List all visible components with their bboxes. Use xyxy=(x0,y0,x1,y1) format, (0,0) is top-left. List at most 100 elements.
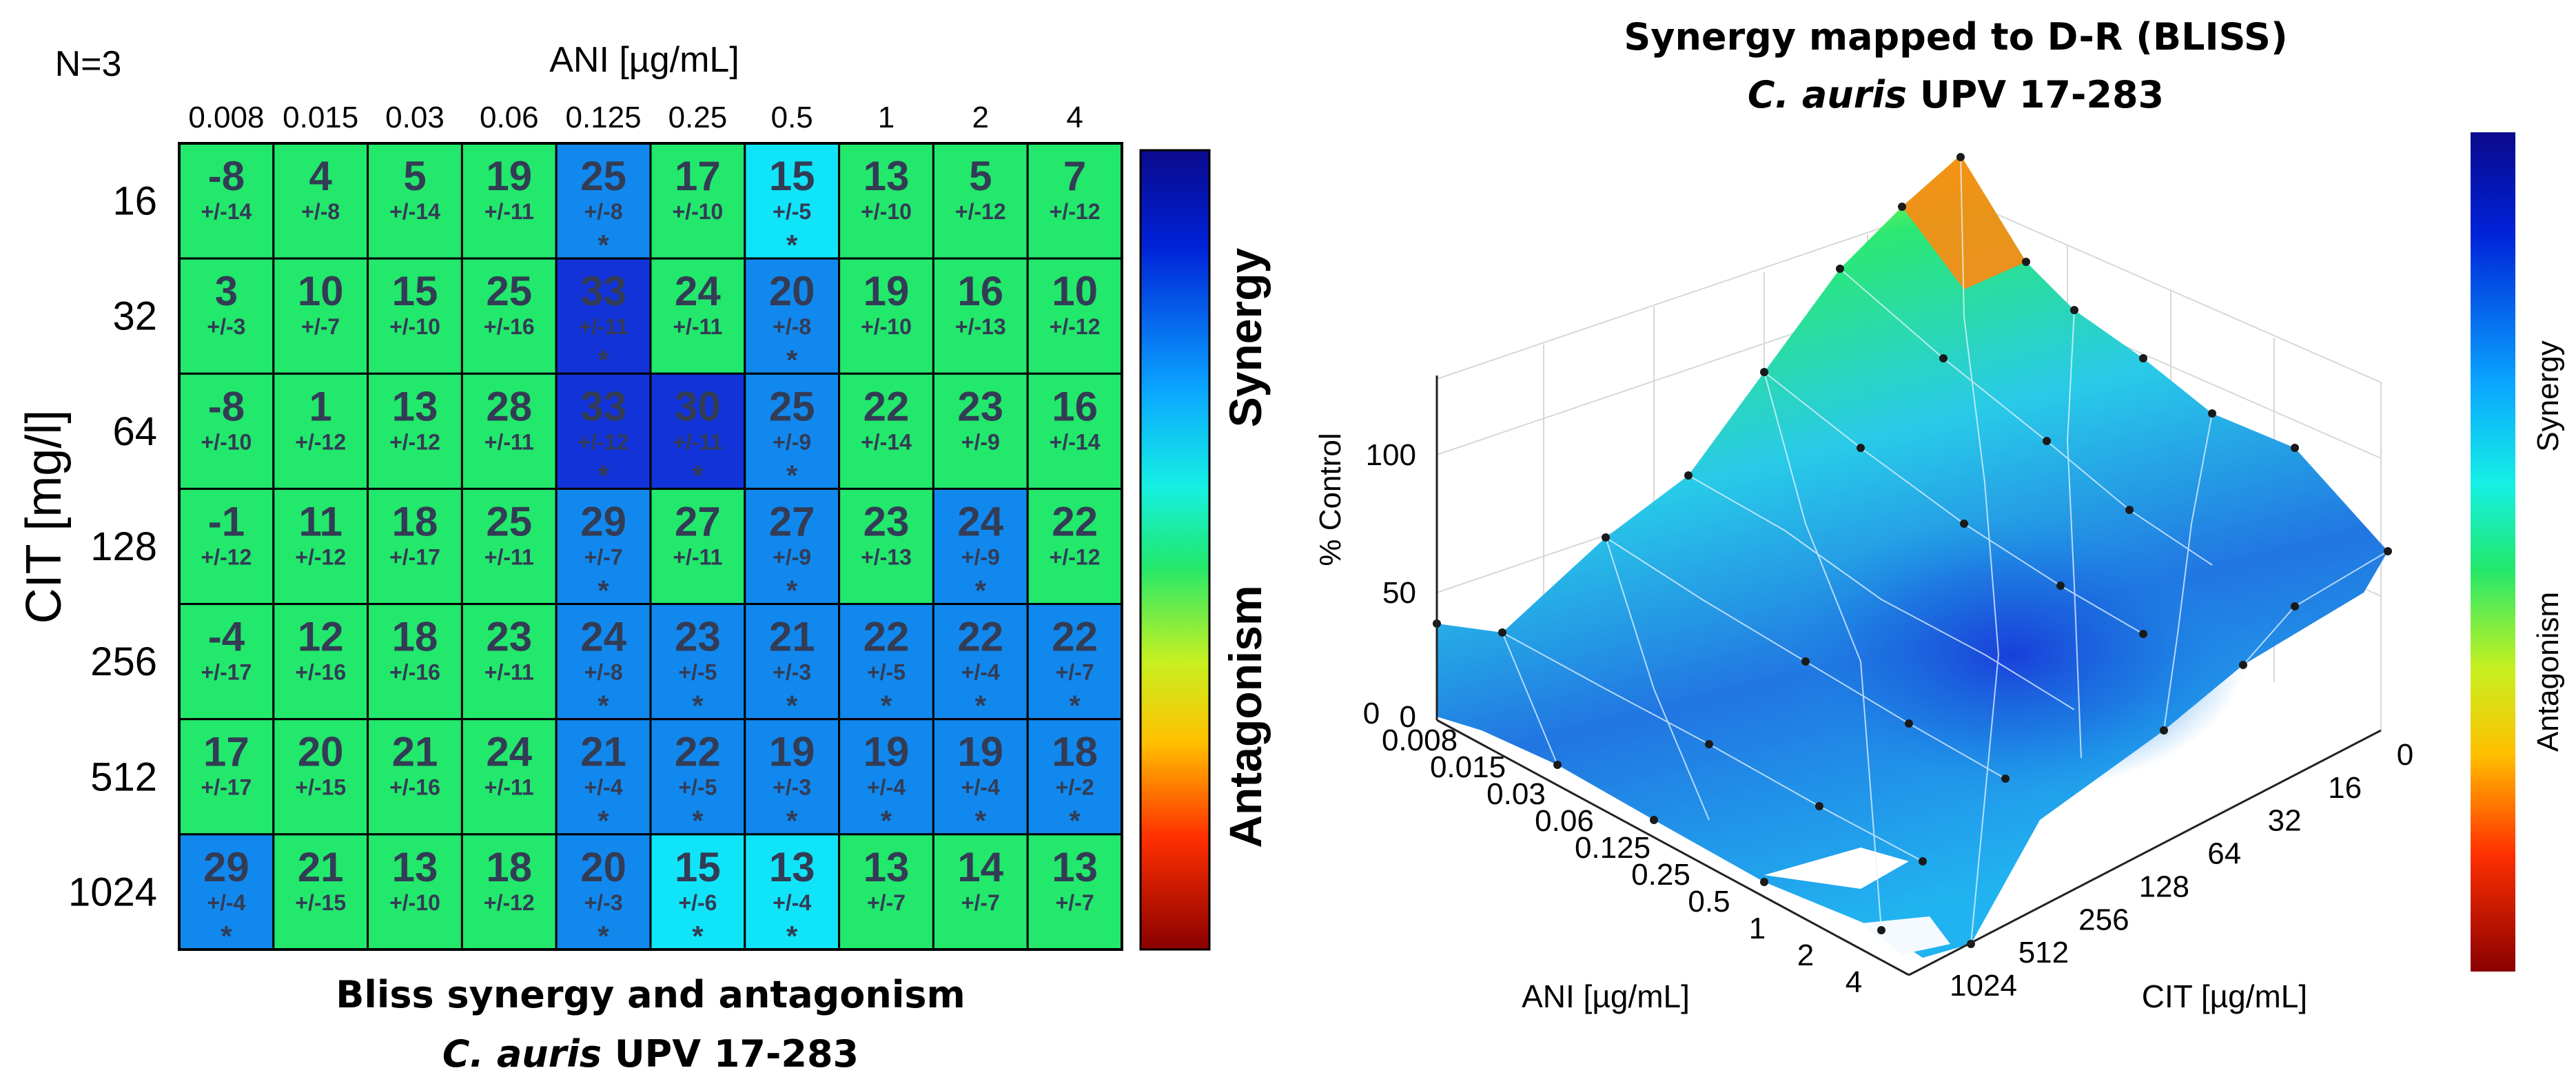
heatmap-cell xyxy=(460,718,558,836)
heatmap-cell xyxy=(367,603,463,721)
surface-colorbar-label-antagonism: Antagonism xyxy=(2531,592,2565,752)
heatmap-cell-error: +/-7 xyxy=(584,544,623,569)
heatmap-significance-mark: * xyxy=(597,229,609,261)
heatmap-cell-value: 4 xyxy=(309,153,333,199)
heatmap-cell xyxy=(272,603,369,721)
heatmap-significance-mark: * xyxy=(597,574,609,606)
heatmap-significance-mark: * xyxy=(1069,690,1081,722)
heatmap-cell-error: +/-14 xyxy=(861,429,912,454)
surface-ani-tick: 0.06 xyxy=(1535,804,1594,838)
heatmap-cell-error: +/-2 xyxy=(1056,775,1094,800)
surface-mesh xyxy=(1433,153,2392,958)
heatmap-cell-value: 19 xyxy=(486,153,532,199)
heatmap-cell-value: 17 xyxy=(203,729,249,775)
heatmap-cell-value: 18 xyxy=(486,844,532,890)
surface-cit-tick: 256 xyxy=(2078,903,2129,936)
heatmap-y-tick: 1024 xyxy=(68,870,157,914)
heatmap-cell-error: +/-5 xyxy=(678,660,717,685)
heatmap-cell-error: +/-12 xyxy=(295,429,346,454)
heatmap-cell-value: 12 xyxy=(298,614,344,660)
heatmap-colorbar-label-synergy: Synergy xyxy=(1220,247,1271,427)
heatmap-cell-error: +/-7 xyxy=(1056,890,1094,915)
heatmap-cell-value: -8 xyxy=(208,153,245,199)
heatmap-cell-value: 33 xyxy=(580,383,626,429)
surface-ani-tick: 0.125 xyxy=(1575,831,1650,865)
heatmap-cell-error: +/-12 xyxy=(1050,314,1101,339)
heatmap-cell-error: +/-12 xyxy=(484,890,535,915)
heatmap-cell-error: +/-12 xyxy=(955,199,1006,224)
heatmap-cell-value: 23 xyxy=(957,383,1003,429)
heatmap-cell-value: 24 xyxy=(957,498,1003,544)
heatmap-cell-error: +/-8 xyxy=(584,199,623,224)
heatmap-cell xyxy=(838,833,934,951)
heatmap-significance-mark: * xyxy=(975,690,987,722)
surface-cit-tick: 0 xyxy=(2397,738,2413,772)
heatmap-cell-value: 33 xyxy=(580,268,626,314)
heatmap-cell-value: 22 xyxy=(1052,498,1098,544)
heatmap-cell xyxy=(744,603,841,721)
heatmap-x-tick: 1 xyxy=(878,101,895,134)
heatmap-cell xyxy=(1026,257,1123,375)
heatmap-cell-error: +/-5 xyxy=(678,775,717,800)
heatmap-cell-error: +/-12 xyxy=(1050,544,1101,569)
heatmap-cell xyxy=(744,833,841,951)
heatmap-x-axis-title: ANI [µg/mL] xyxy=(549,40,739,80)
surface-z-ticks: 100 50 0 xyxy=(1366,438,1416,734)
heatmap-cell-error: +/-10 xyxy=(861,314,912,339)
surface-cit-label: CIT [µg/mL] xyxy=(2142,978,2307,1014)
heatmap-significance-mark: * xyxy=(786,344,798,376)
heatmap-caption-line1: Bliss synergy and antagonism xyxy=(336,973,965,1016)
heatmap-cell-error: +/-11 xyxy=(673,544,722,569)
heatmap-cells: -8+/-144+/-85+/-1419+/-1125+/-8*17+/-101… xyxy=(178,142,1123,952)
heatmap-cell-value: 24 xyxy=(580,614,626,660)
heatmap-cell-error: +/-4 xyxy=(584,775,623,800)
heatmap-cell-error: +/-8 xyxy=(584,660,623,685)
heatmap-cell xyxy=(744,372,841,490)
surface-cit-tick: 128 xyxy=(2139,870,2189,903)
heatmap-cell xyxy=(932,257,1029,375)
heatmap-x-tick: 0.015 xyxy=(283,101,358,134)
heatmap-x-tick: 4 xyxy=(1066,101,1083,134)
heatmap-cell-value: 15 xyxy=(769,153,815,199)
heatmap-significance-mark: * xyxy=(692,805,704,837)
heatmap-cell xyxy=(272,372,369,490)
heatmap-y-tick: 64 xyxy=(112,409,157,454)
heatmap-x-tick: 0.03 xyxy=(385,101,444,134)
heatmap-cell-value: 21 xyxy=(769,614,815,660)
heatmap-cell-error: +/-16 xyxy=(389,660,440,685)
heatmap-cell xyxy=(367,718,463,836)
heatmap-cell xyxy=(1026,833,1123,951)
heatmap-cell-value: 22 xyxy=(863,383,910,429)
surface-colorbar-label-synergy: Synergy xyxy=(2531,340,2565,451)
heatmap-significance-mark: * xyxy=(692,690,704,722)
heatmap-cell xyxy=(460,257,558,375)
surface-ani-tick: 0.03 xyxy=(1486,777,1546,811)
heatmap-cell xyxy=(649,142,746,260)
heatmap-cell-value: 20 xyxy=(298,729,344,775)
heatmap-cell-value: 15 xyxy=(675,844,721,890)
heatmap-cell-value: 15 xyxy=(392,268,438,314)
heatmap-cell-value: 19 xyxy=(957,729,1003,775)
heatmap-cell-value: 16 xyxy=(1052,383,1098,429)
heatmap-cell-value: 21 xyxy=(298,844,344,890)
heatmap-significance-mark: * xyxy=(881,690,892,722)
surface-cit-tick: 16 xyxy=(2328,771,2362,805)
heatmap-cell-value: 20 xyxy=(769,268,815,314)
heatmap-cell-error: +/-4 xyxy=(961,660,1000,685)
heatmap-cell-error: +/-3 xyxy=(773,775,811,800)
heatmap-cell-error: +/-4 xyxy=(207,890,245,915)
heatmap-cell-error: +/-14 xyxy=(389,199,440,224)
heatmap-cell-error: +/-8 xyxy=(773,314,811,339)
heatmap-cell-value: 16 xyxy=(957,268,1003,314)
heatmap-cell-value: -4 xyxy=(208,614,245,660)
heatmap-cell-value: 19 xyxy=(769,729,815,775)
heatmap-significance-mark: * xyxy=(881,805,892,837)
heatmap-y-tick: 32 xyxy=(112,294,157,339)
heatmap-cell-error: +/-15 xyxy=(295,775,346,800)
heatmap-cell-error: +/-10 xyxy=(861,199,912,224)
heatmap-significance-mark: * xyxy=(786,920,798,952)
heatmap-cell xyxy=(178,833,275,951)
heatmap-cell-value: 27 xyxy=(675,498,721,544)
heatmap-significance-mark: * xyxy=(597,344,609,376)
